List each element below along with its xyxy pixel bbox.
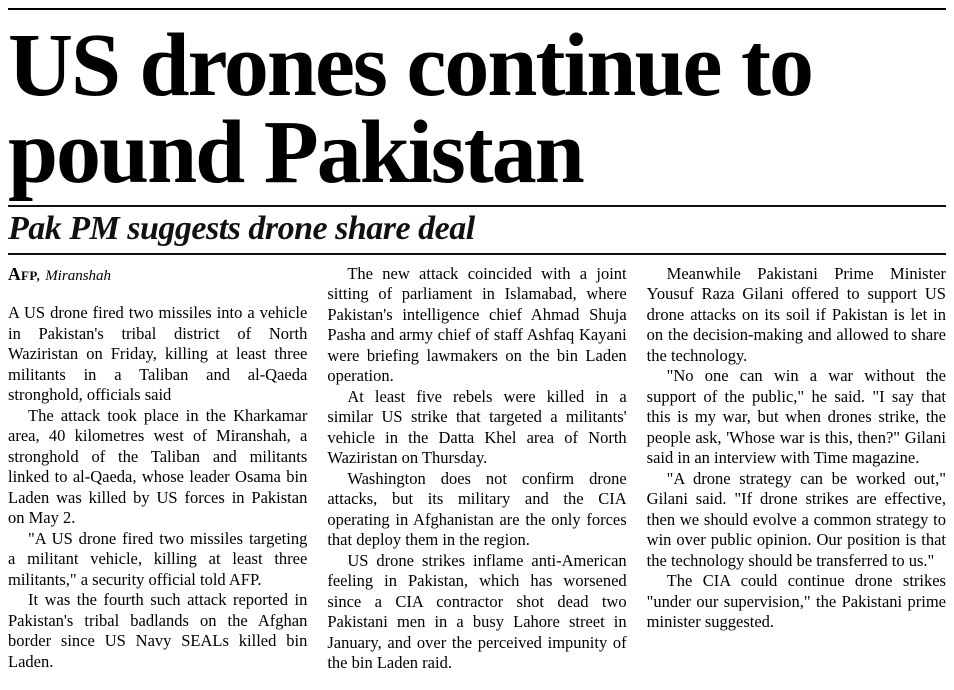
- paragraph: A US drone fired two missiles into a veh…: [8, 303, 308, 405]
- subheadline-divider: [8, 252, 946, 255]
- paragraph: Washington does not confirm drone attack…: [327, 468, 627, 550]
- article-column-3: Meanwhile Pakistani Prime Minister Yousu…: [647, 264, 946, 674]
- byline: AFP, Miranshah: [8, 264, 307, 287]
- paragraph: At least five rebels were killed in a si…: [327, 386, 627, 468]
- headline: US drones continue to pound Pakistan: [8, 16, 814, 203]
- article-column-2: The new attack coincided with a joint si…: [327, 264, 626, 674]
- paragraph: Meanwhile Pakistani Prime Minister Yousu…: [646, 263, 946, 365]
- byline-agency: AFP,: [8, 263, 41, 284]
- byline-location: Miranshah: [45, 267, 112, 284]
- paragraph: US drone strikes inflame anti-American f…: [327, 550, 627, 673]
- article-column-1: AFP, Miranshah A US drone fired two missi…: [8, 264, 307, 674]
- paragraph: It was the fourth such attack reported i…: [8, 590, 308, 671]
- paragraph: The attack took place in the Kharkamar a…: [8, 405, 308, 528]
- paragraph: The new attack coincided with a joint si…: [327, 263, 627, 386]
- paragraph: "A drone strategy can be worked out," Gi…: [646, 468, 946, 570]
- paragraph: "A US drone fired two missiles targeting…: [8, 528, 308, 589]
- article-body: AFP, Miranshah A US drone fired two missi…: [8, 264, 946, 674]
- paragraph: The CIA could continue drone strikes "un…: [646, 571, 946, 632]
- top-divider: [8, 8, 946, 10]
- headline-divider: [8, 204, 946, 207]
- subheadline: Pak PM suggests drone share deal: [8, 209, 475, 247]
- paragraph: "No one can win a war without the suppor…: [646, 366, 946, 468]
